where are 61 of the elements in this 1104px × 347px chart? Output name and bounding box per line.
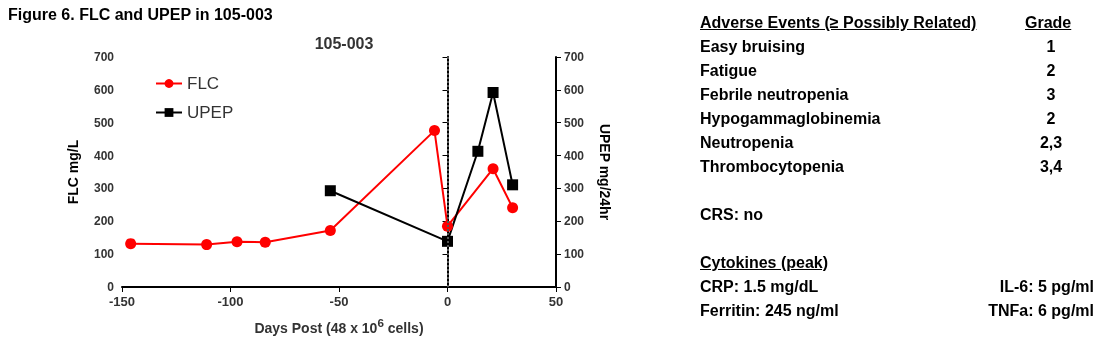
x-tick-label: -150 <box>108 294 136 309</box>
legend-label: FLC <box>187 74 220 93</box>
text: TNFa: 6 pg/ml <box>988 302 1094 320</box>
text: CRP: 1.5 mg/dL <box>700 278 819 296</box>
y-tick-label: 100 <box>93 247 115 262</box>
x-tick-label: 0 <box>443 294 452 309</box>
y2-tick-label: 100 <box>564 247 585 262</box>
y-tick-label: 600 <box>93 82 115 97</box>
legend-label: UPEP <box>187 103 234 122</box>
point <box>324 224 336 236</box>
text: Ferritin: 245 ng/ml <box>700 302 839 320</box>
text: Easy bruising <box>700 38 805 56</box>
text: 2,3 <box>1039 134 1063 152</box>
point <box>324 185 336 197</box>
text: Febrile neutropenia <box>700 86 849 104</box>
y2-tick-label: 0 <box>564 280 571 294</box>
text: Thrombocytopenia <box>700 158 845 176</box>
y2-tick-label: 400 <box>564 148 585 163</box>
text: 3,4 <box>1039 158 1063 176</box>
y2-tick-label: 500 <box>564 115 585 130</box>
y-axis-title: FLC mg/L <box>65 139 81 205</box>
text: 2 <box>1046 62 1056 80</box>
y2-tick-label: 600 <box>564 82 585 97</box>
x-tick-label: 50 <box>548 294 564 309</box>
point <box>201 239 213 251</box>
y2-tick-label: 300 <box>564 181 585 196</box>
point <box>231 236 243 248</box>
y-tick-label: 500 <box>93 115 115 130</box>
point <box>442 235 453 247</box>
text: 2 <box>1046 110 1056 128</box>
text: CRS: no <box>700 206 764 224</box>
point <box>487 163 499 175</box>
point <box>487 86 499 98</box>
x-axis-title: Days Post (48 x 10$^{6}$ cells) <box>253 316 425 336</box>
y-tick-label: 400 <box>93 148 115 163</box>
text: Grade <box>1025 14 1072 32</box>
y-tick-label: 0 <box>107 280 115 294</box>
y-tick-label: 200 <box>93 214 115 229</box>
y2-tick-label: 200 <box>564 214 585 229</box>
text: 3 <box>1046 86 1056 104</box>
chart-title: Figure 6. FLC and UPEP in 105-003 <box>8 6 273 24</box>
point <box>428 125 440 137</box>
x-tick-label: -100 <box>217 294 244 309</box>
text: Fatigue <box>700 62 757 80</box>
point <box>125 238 137 250</box>
y-tick-label: 300 <box>93 181 115 196</box>
y2-tick-label: 700 <box>564 50 585 64</box>
x-tick-label: -50 <box>329 294 349 309</box>
text: Cytokines (peak) <box>700 254 829 272</box>
point <box>472 145 484 157</box>
y2-axis-title: UPEP mg/24hr <box>597 123 613 221</box>
y-tick-label: 700 <box>93 50 115 64</box>
text: Neutropenia <box>700 134 794 152</box>
text: Adverse Events (≥ Possibly Related) <box>700 14 977 32</box>
text: 1 <box>1046 38 1056 56</box>
point <box>259 236 271 248</box>
point <box>507 202 519 214</box>
chart-subtitle: 105-003 <box>314 34 374 52</box>
point <box>507 179 519 191</box>
text: Hypogammaglobinemia <box>700 110 881 128</box>
text: IL-6: 5 pg/ml <box>999 278 1094 296</box>
